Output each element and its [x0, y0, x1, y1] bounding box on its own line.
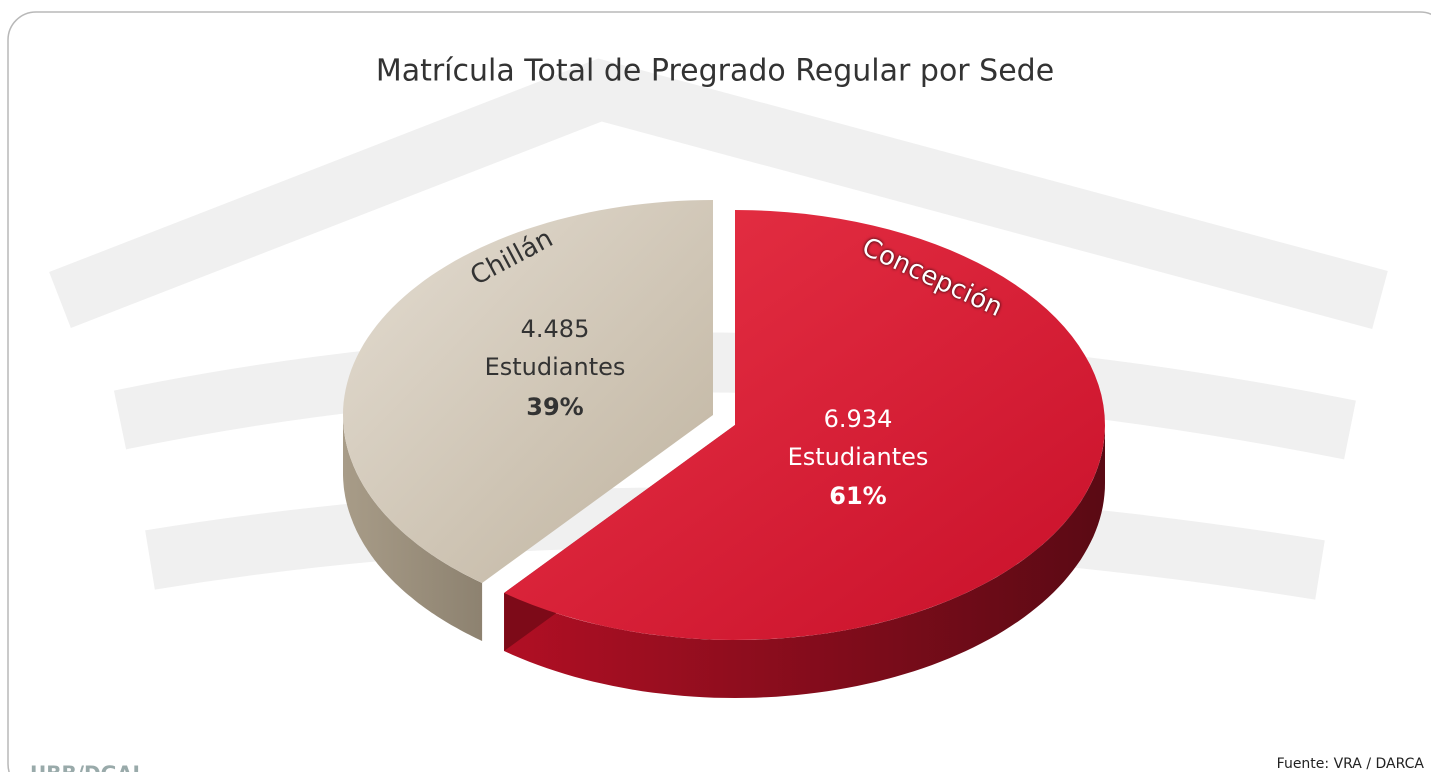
value-label: 6.934	[824, 405, 893, 433]
percent-label: 39%	[526, 393, 583, 421]
source: Fuente: VRA / DARCA	[1277, 756, 1425, 772]
slice-side	[504, 425, 1106, 698]
chart-title: Matrícula Total de Pregrado Regular por …	[376, 54, 1054, 89]
pie	[343, 200, 1106, 698]
unit-label: Estudiantes	[485, 353, 626, 381]
percent-label: 61%	[829, 482, 886, 510]
slice	[343, 200, 713, 583]
unit-label: Estudiantes	[788, 443, 929, 471]
value-label: 4.485	[521, 315, 590, 343]
logo-text: UBB/DGAI	[30, 762, 140, 772]
slice-side	[343, 415, 483, 641]
slice	[504, 210, 1106, 640]
